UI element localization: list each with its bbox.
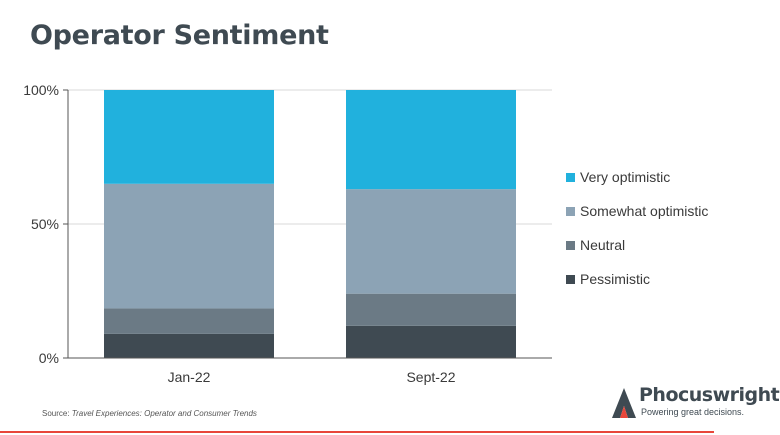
legend-swatch: [566, 206, 575, 216]
legend-item-somewhat-optimistic: Somewhat optimistic: [566, 194, 708, 228]
legend-item-pessimistic: Pessimistic: [566, 262, 708, 296]
y-tick-label: 50%: [31, 216, 59, 232]
logo-mark-icon: [612, 388, 636, 418]
chart-legend: Very optimistic Somewhat optimistic Neut…: [566, 160, 708, 296]
legend-swatch: [566, 274, 575, 284]
source-prefix: Source:: [42, 409, 72, 418]
bar-neutral: [104, 308, 274, 334]
bar-pessimistic: [346, 325, 516, 358]
bar-pessimistic: [104, 333, 274, 358]
bar-neutral: [346, 293, 516, 326]
bar-very-optimistic: [104, 90, 274, 184]
legend-label: Pessimistic: [580, 271, 651, 287]
legend-swatch: [566, 172, 575, 182]
bar-very-optimistic: [346, 90, 516, 190]
legend-label: Very optimistic: [580, 169, 671, 185]
page-title: Operator Sentiment: [30, 20, 329, 51]
x-tick-label: Sept-22: [406, 369, 455, 385]
y-tick-label: 100%: [23, 82, 59, 98]
phocuswright-logo: Phocuswright Powering great decisions.: [612, 384, 780, 420]
source-title: Travel Experiences: Operator and Consume…: [71, 409, 257, 418]
legend-label: Somewhat optimistic: [580, 203, 709, 219]
source-note: Source: Travel Experiences: Operator and…: [42, 409, 257, 418]
legend-item-neutral: Neutral: [566, 228, 708, 262]
x-tick-label: Jan-22: [168, 369, 211, 385]
legend-swatch: [566, 240, 575, 250]
legend-label: Neutral: [580, 237, 626, 253]
bar-somewhat-optimistic: [346, 189, 516, 294]
legend-item-very-optimistic: Very optimistic: [566, 160, 708, 194]
bar-somewhat-optimistic: [104, 183, 274, 309]
accent-line: [0, 431, 714, 433]
logo-name: Phocuswright: [639, 384, 780, 406]
y-tick-label: 0%: [39, 350, 59, 366]
logo-tagline: Powering great decisions.: [641, 407, 745, 417]
